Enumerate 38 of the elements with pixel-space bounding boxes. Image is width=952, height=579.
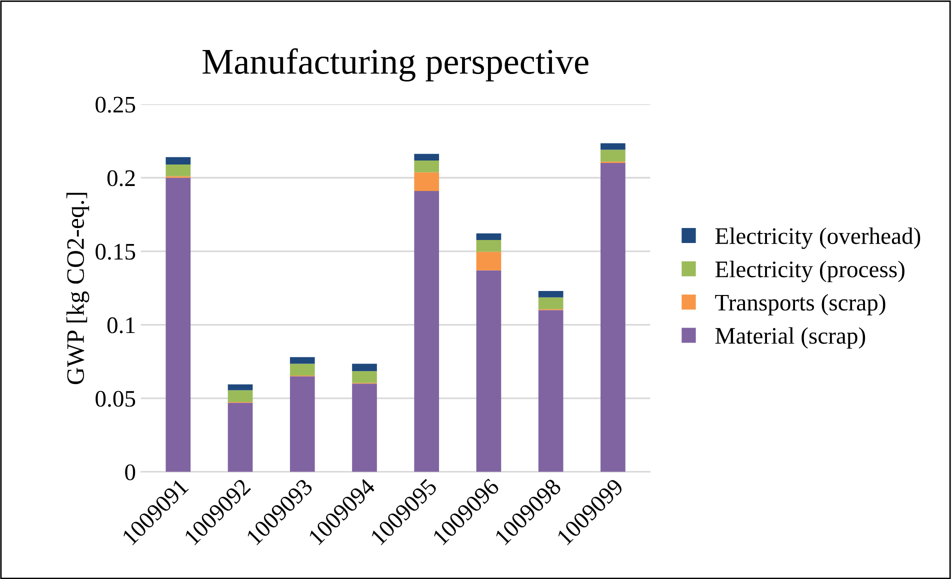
bar: [228, 390, 253, 402]
legend-label: Material (scrap): [715, 327, 866, 349]
bar: [228, 402, 253, 472]
bar: [538, 297, 564, 310]
bar: [228, 384, 253, 390]
legend-label: Electricity (process): [715, 260, 904, 282]
y-tick-label: 0.2: [107, 170, 135, 186]
bar: [414, 154, 440, 161]
y-tick-label: 0.1: [107, 317, 135, 334]
legend-label: Transports (scrap): [715, 294, 886, 316]
y-axis-title: GWP [kg CO2-eq.]: [66, 192, 90, 384]
bar: [166, 157, 191, 165]
y-tick-label: 0.25: [96, 96, 136, 113]
bar: [290, 376, 315, 472]
legend-label: Electricity (overhead): [715, 227, 920, 249]
bar: [414, 172, 440, 191]
bar: [414, 190, 440, 472]
bar: [414, 160, 440, 172]
chart-title: Manufacturing perspective: [202, 48, 588, 82]
y-tick-label: 0.05: [96, 390, 136, 407]
bar: [166, 164, 191, 176]
bar: [476, 233, 502, 240]
bar: [600, 143, 626, 150]
bar: [166, 178, 191, 472]
bar: [538, 310, 564, 472]
bar: [290, 357, 315, 364]
bar: [476, 270, 502, 472]
bar: [352, 371, 377, 383]
y-tick-label: 0: [125, 464, 136, 480]
bar: [600, 150, 626, 162]
bar: [538, 290, 564, 298]
bar: [352, 384, 377, 472]
bar: [600, 163, 626, 472]
bar: [476, 252, 502, 270]
bar: [290, 364, 315, 376]
bar: [352, 364, 377, 372]
y-tick-label: 0.15: [96, 244, 136, 260]
bar: [476, 240, 502, 252]
